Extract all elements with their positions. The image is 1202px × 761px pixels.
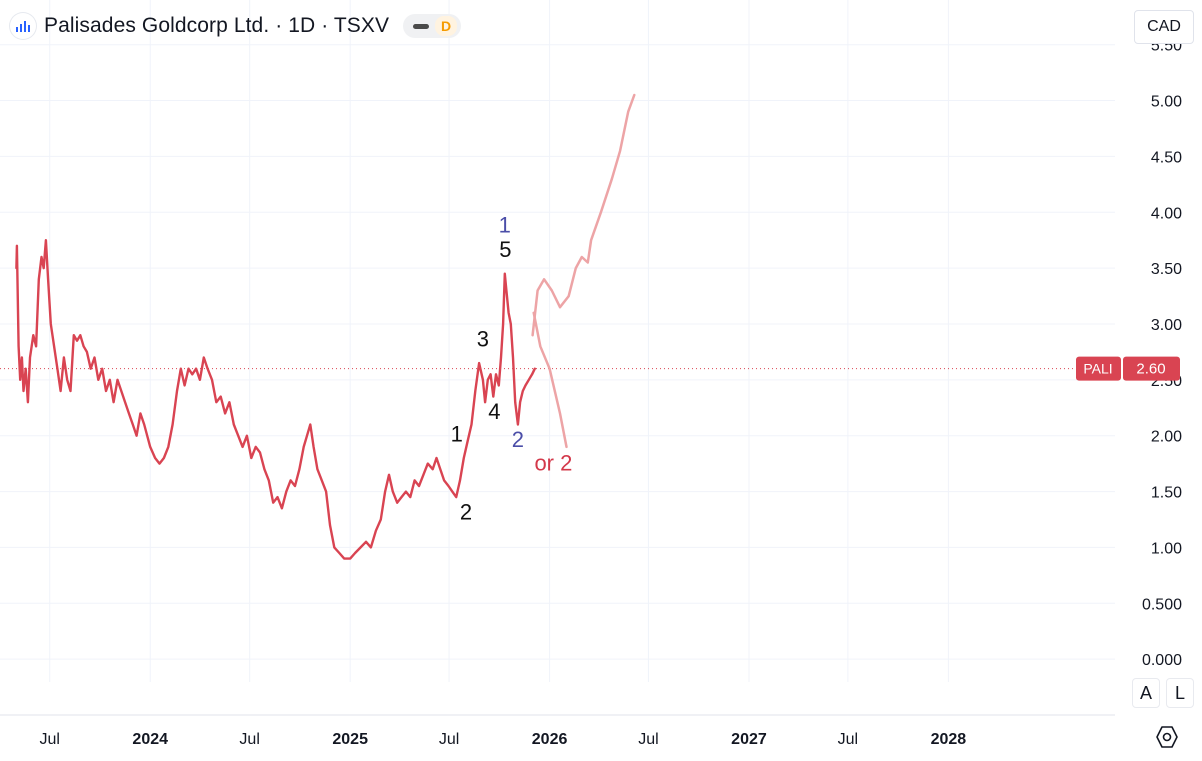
y-tick-label: 0.500 (1142, 596, 1182, 613)
settings-gear-icon[interactable] (1154, 724, 1180, 750)
interval-badge: D (435, 16, 458, 36)
x-tick-label: 2026 (532, 731, 568, 748)
y-tick-label: 5.00 (1151, 94, 1182, 111)
last-price-value: 2.60 (1136, 361, 1165, 378)
wave-label: 3 (477, 326, 489, 351)
last-price-symbol-bg (1076, 356, 1121, 381)
x-tick-label: Jul (838, 731, 858, 748)
wave-label: 2 (460, 499, 472, 524)
wave-label: or 2 (534, 450, 572, 475)
x-tick-label: Jul (439, 731, 459, 748)
last-price-label: PALI 2.60 (1076, 356, 1180, 381)
x-tick-label: 2024 (132, 731, 168, 748)
x-tick-label: Jul (39, 731, 59, 748)
log-scale-button[interactable]: L (1166, 678, 1194, 708)
y-tick-label: 2.00 (1151, 429, 1182, 446)
wave-label: 5 (499, 237, 511, 262)
currency-button[interactable]: CAD (1134, 10, 1194, 44)
auto-scale-button[interactable]: A (1132, 678, 1160, 708)
y-tick-label: 4.00 (1151, 205, 1182, 222)
y-tick-label: 1.50 (1151, 485, 1182, 502)
market-status-icon (413, 23, 430, 29)
y-tick-label: 3.00 (1151, 317, 1182, 334)
chart-header: Palisades Goldcorp Ltd. · 1D · TSXV D (10, 12, 462, 40)
time-axis-bg (295, 682, 1115, 715)
x-tick-label: Jul (638, 731, 658, 748)
symbol-logo-icon[interactable] (10, 13, 36, 39)
x-tick-label: 2027 (731, 731, 767, 748)
status-pill[interactable]: D (403, 14, 462, 38)
x-tick-label: 2025 (332, 731, 368, 748)
y-tick-label: 3.50 (1151, 261, 1182, 278)
projection-line (532, 311, 568, 449)
wave-label: 1 (451, 421, 463, 446)
chart-title[interactable]: Palisades Goldcorp Ltd. · 1D · TSXV (44, 14, 390, 37)
y-tick-label: 0.000 (1142, 652, 1182, 669)
price-line (15, 239, 536, 560)
wave-label: 2 (512, 427, 524, 452)
wave-label: 4 (488, 399, 500, 424)
last-price-symbol: PALI (1083, 361, 1112, 377)
x-tick-label: Jul (239, 731, 259, 748)
y-tick-label: 1.00 (1151, 540, 1182, 557)
y-tick-label: 4.50 (1151, 149, 1182, 166)
x-tick-label: 2028 (931, 731, 967, 748)
wave-label: 1 (499, 212, 511, 237)
projection-line (531, 93, 636, 337)
last-price-value-bg (1123, 356, 1180, 381)
